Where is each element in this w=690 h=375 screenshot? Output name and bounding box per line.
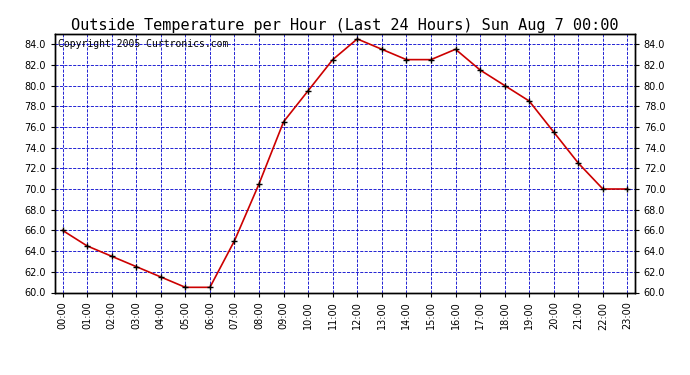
Text: Copyright 2005 Curtronics.com: Copyright 2005 Curtronics.com	[58, 39, 228, 49]
Title: Outside Temperature per Hour (Last 24 Hours) Sun Aug 7 00:00: Outside Temperature per Hour (Last 24 Ho…	[71, 18, 619, 33]
